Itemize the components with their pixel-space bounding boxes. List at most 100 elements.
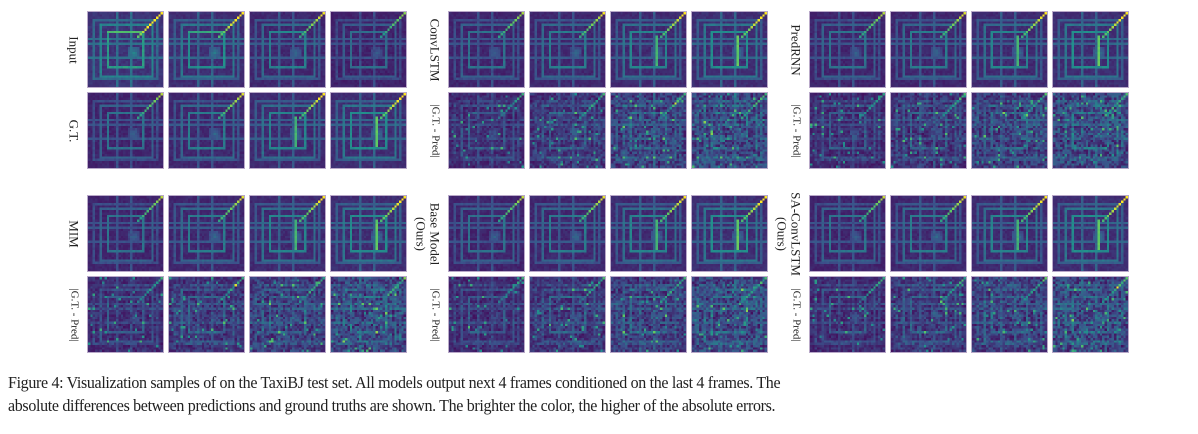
heatmap-image bbox=[972, 12, 1047, 87]
row-label: |G.T. - Pred| bbox=[786, 277, 806, 352]
heatmap-image bbox=[810, 93, 885, 168]
heatmap-frame-3 bbox=[972, 277, 1047, 352]
heatmap-frame-1 bbox=[449, 12, 524, 87]
heatmap-frame-2 bbox=[891, 196, 966, 271]
row-label-line: |G.T. - Pred| bbox=[429, 103, 442, 158]
row-label: Input bbox=[64, 12, 84, 87]
heatmap-frame-4 bbox=[692, 277, 767, 352]
heatmap-image bbox=[530, 12, 605, 87]
heatmap-image bbox=[692, 12, 767, 87]
heatmap-frame-1 bbox=[449, 277, 524, 352]
row-label: MIM bbox=[64, 196, 84, 271]
heatmap-frame-1 bbox=[88, 277, 163, 352]
heatmap-frame-3 bbox=[250, 93, 325, 168]
heatmap-image bbox=[530, 277, 605, 352]
heatmap-image bbox=[1053, 196, 1128, 271]
heatmap-frame-3 bbox=[611, 12, 686, 87]
heatmap-frame-3 bbox=[972, 12, 1047, 87]
heatmap-frame-1 bbox=[810, 196, 885, 271]
heatmap-image bbox=[331, 93, 406, 168]
heatmap-frame-1 bbox=[810, 12, 885, 87]
row-label-line: Input bbox=[66, 35, 82, 64]
heatmap-frame-2 bbox=[169, 196, 244, 271]
row-label-line: (Ours) bbox=[774, 216, 789, 251]
heatmap-image bbox=[692, 196, 767, 271]
caption-line-1: Figure 4: Visualization samples of on th… bbox=[8, 373, 781, 392]
row-label: |G.T. - Pred| bbox=[425, 93, 445, 168]
heatmap-frame-4 bbox=[331, 93, 406, 168]
heatmap-image bbox=[88, 12, 163, 87]
heatmap-image bbox=[449, 196, 524, 271]
heatmap-image bbox=[250, 93, 325, 168]
row-label: PredRNN bbox=[786, 12, 806, 87]
row-label: G.T. bbox=[64, 93, 84, 168]
heatmap-frame-2 bbox=[169, 93, 244, 168]
heatmap-image bbox=[88, 196, 163, 271]
heatmap-frame-1 bbox=[449, 196, 524, 271]
heatmap-image bbox=[331, 277, 406, 352]
heatmap-image bbox=[692, 277, 767, 352]
heatmap-frame-2 bbox=[530, 196, 605, 271]
heatmap-image bbox=[972, 196, 1047, 271]
row-label: |G.T. - Pred| bbox=[425, 277, 445, 352]
heatmap-image bbox=[891, 12, 966, 87]
heatmap-image bbox=[88, 277, 163, 352]
heatmap-image bbox=[169, 93, 244, 168]
heatmap-frame-3 bbox=[250, 277, 325, 352]
heatmap-frame-4 bbox=[692, 196, 767, 271]
heatmap-frame-1 bbox=[810, 93, 885, 168]
heatmap-image bbox=[88, 93, 163, 168]
heatmap-frame-2 bbox=[891, 93, 966, 168]
heatmap-frame-1 bbox=[88, 93, 163, 168]
heatmap-frame-1 bbox=[449, 93, 524, 168]
figure-caption: Figure 4: Visualization samples of on th… bbox=[8, 371, 1198, 417]
row-label-line: SA-ConvLSTM bbox=[788, 191, 803, 276]
row-label: Base Model (Ours) bbox=[412, 196, 442, 271]
heatmap-image bbox=[810, 277, 885, 352]
row-label-line: PredRNN bbox=[788, 23, 804, 76]
heatmap-image bbox=[250, 196, 325, 271]
heatmap-frame-2 bbox=[891, 277, 966, 352]
row-label: SA-ConvLSTM (Ours) bbox=[773, 192, 803, 276]
heatmap-image bbox=[1053, 93, 1128, 168]
heatmap-image bbox=[449, 12, 524, 87]
heatmap-image bbox=[250, 12, 325, 87]
heatmap-frame-2 bbox=[530, 12, 605, 87]
row-label-line: |G.T. - Pred| bbox=[68, 287, 81, 342]
heatmap-frame-4 bbox=[1053, 93, 1128, 168]
heatmap-image bbox=[810, 12, 885, 87]
row-label-line: ConvLSTM bbox=[427, 18, 443, 81]
row-label-line: |G.T. - Pred| bbox=[790, 287, 803, 342]
heatmap-image bbox=[1053, 12, 1128, 87]
heatmap-image bbox=[449, 277, 524, 352]
row-label: ConvLSTM bbox=[425, 12, 445, 87]
heatmap-image bbox=[611, 277, 686, 352]
heatmap-frame-4 bbox=[331, 12, 406, 87]
heatmap-frame-1 bbox=[88, 12, 163, 87]
row-label-line: |G.T. - Pred| bbox=[429, 287, 442, 342]
row-label-line: Base Model bbox=[427, 202, 442, 265]
heatmap-frame-3 bbox=[611, 93, 686, 168]
heatmap-image bbox=[891, 93, 966, 168]
heatmap-image bbox=[250, 277, 325, 352]
row-label-line: (Ours) bbox=[413, 216, 428, 251]
heatmap-image bbox=[331, 196, 406, 271]
heatmap-image bbox=[692, 93, 767, 168]
heatmap-frame-2 bbox=[169, 12, 244, 87]
heatmap-frame-1 bbox=[810, 277, 885, 352]
row-label-line: G.T. bbox=[66, 119, 82, 142]
heatmap-frame-3 bbox=[611, 196, 686, 271]
heatmap-frame-3 bbox=[611, 277, 686, 352]
heatmap-image bbox=[169, 196, 244, 271]
heatmap-frame-3 bbox=[972, 196, 1047, 271]
heatmap-frame-4 bbox=[331, 277, 406, 352]
heatmap-image bbox=[611, 196, 686, 271]
heatmap-frame-4 bbox=[1053, 277, 1128, 352]
heatmap-frame-4 bbox=[331, 196, 406, 271]
caption-line-2: absolute differences between predictions… bbox=[8, 396, 776, 415]
heatmap-image bbox=[611, 93, 686, 168]
heatmap-frame-2 bbox=[891, 12, 966, 87]
heatmap-frame-4 bbox=[1053, 12, 1128, 87]
heatmap-image bbox=[611, 12, 686, 87]
heatmap-frame-4 bbox=[692, 93, 767, 168]
